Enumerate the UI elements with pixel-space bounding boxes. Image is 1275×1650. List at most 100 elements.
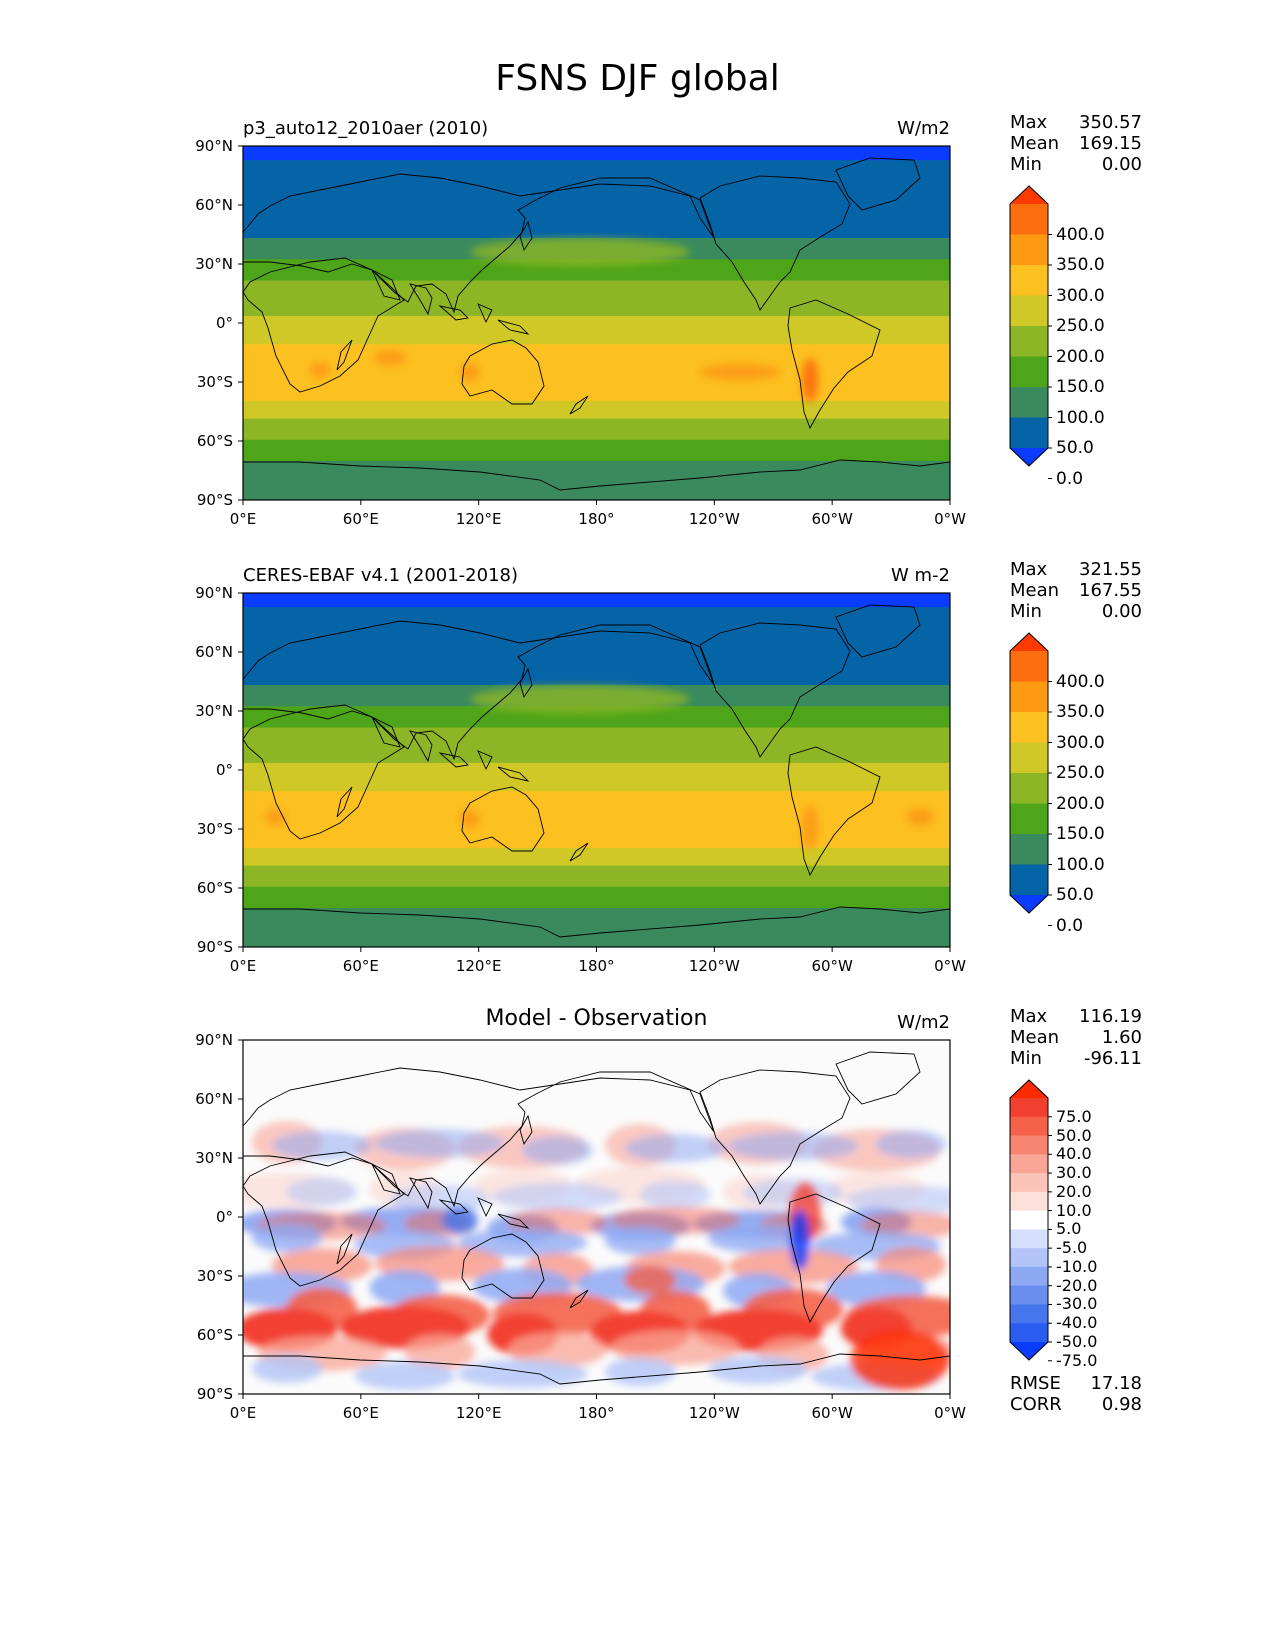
y-tick-label: 0° <box>215 761 233 779</box>
x-tick-label: 60°W <box>811 957 853 975</box>
map-panel-obs <box>238 592 1052 952</box>
stat-mean: Mean 167.55 <box>1010 580 1142 602</box>
colorbar-tick-label: 40.0 <box>1056 1144 1092 1164</box>
y-tick-label: 60°N <box>195 196 233 214</box>
x-tick-label: 0°E <box>229 957 257 975</box>
colorbar-tick-label: 150.0 <box>1056 824 1105 844</box>
y-tick-label: 90°N <box>195 1031 233 1049</box>
stat-min: Min 0.00 <box>1010 154 1142 176</box>
x-tick-label: 0°W <box>934 510 966 528</box>
stat-corr: CORR 0.98 <box>1010 1394 1142 1416</box>
y-tick-label: 30°S <box>196 373 233 391</box>
stat-label: Mean <box>1010 1027 1060 1048</box>
y-tick-label: 30°N <box>195 255 233 273</box>
colorbar-tick-label: 200.0 <box>1056 346 1105 367</box>
figure-title: FSNS DJF global <box>495 58 780 99</box>
y-tick-label: 60°S <box>196 1326 233 1344</box>
x-tick-label: 120°E <box>455 1404 502 1422</box>
y-tick-label: 90°S <box>196 491 233 509</box>
stat-max: Max 116.19 <box>1010 1006 1142 1028</box>
colorbar <box>1009 185 1052 479</box>
stat-label: RMSE <box>1010 1373 1061 1394</box>
stat-mean: Mean 1.60 <box>1010 1027 1142 1049</box>
y-tick-label: 90°N <box>195 137 233 155</box>
stat-max: Max 321.55 <box>1010 559 1142 581</box>
colorbar-tick-label: 150.0 <box>1056 377 1105 397</box>
map-panel-model <box>238 145 1052 505</box>
colorbar-tick-label: 300.0 <box>1056 285 1105 306</box>
stat-min: Min -96.11 <box>1010 1048 1142 1070</box>
y-tick-label: 30°S <box>196 820 233 838</box>
colorbar-tick-label: 300.0 <box>1056 732 1105 753</box>
x-tick-label: 180° <box>578 1404 615 1422</box>
map-panel-diff <box>238 1039 1052 1399</box>
panel-units: W/m2 <box>897 1012 950 1033</box>
stat-label: Min <box>1010 154 1042 175</box>
stat-rmse: RMSE 17.18 <box>1010 1373 1142 1395</box>
panel-units: W m-2 <box>890 565 950 586</box>
colorbar-tick-label: 50.0 <box>1056 885 1094 905</box>
colorbar-tick-label: 400.0 <box>1056 671 1105 692</box>
colorbar-tick-label: 20.0 <box>1056 1181 1092 1201</box>
colorbar-tick-label: 10.0 <box>1056 1200 1092 1220</box>
colorbar-tick-label: -75.0 <box>1056 1350 1098 1370</box>
colorbar-tick-label: 75.0 <box>1056 1106 1092 1126</box>
panel-left-title: CERES-EBAF v4.1 (2001-2018) <box>243 565 519 586</box>
y-tick-label: 30°N <box>195 1149 233 1167</box>
colorbar-tick-label: 50.0 <box>1056 438 1094 458</box>
colorbar-tick-label: -40.0 <box>1056 1313 1098 1333</box>
x-tick-label: 60°E <box>342 1404 379 1422</box>
x-tick-label: 60°E <box>342 957 379 975</box>
colorbar-tick-label: -10.0 <box>1056 1256 1098 1276</box>
x-tick-label: 120°E <box>455 510 502 528</box>
colorbar-tick-label: 5.0 <box>1056 1219 1082 1239</box>
y-tick-label: 60°N <box>195 1090 233 1108</box>
stat-value: 1.60 <box>1101 1027 1142 1048</box>
colorbar-tick-label: -30.0 <box>1056 1294 1098 1314</box>
stat-label: Min <box>1010 1048 1042 1069</box>
x-tick-label: 0°E <box>229 1404 257 1422</box>
y-tick-label: 60°S <box>196 432 233 450</box>
stat-value: 116.19 <box>1079 1006 1142 1027</box>
stat-label: Max <box>1010 559 1048 580</box>
stat-value: 0.00 <box>1101 154 1142 175</box>
x-tick-label: 180° <box>578 510 615 528</box>
colorbar-tick-label: 30.0 <box>1056 1163 1092 1183</box>
x-tick-label: 180° <box>578 957 615 975</box>
stat-value: 17.18 <box>1090 1373 1142 1394</box>
x-tick-label: 120°W <box>688 510 740 528</box>
stat-label: Mean <box>1010 133 1060 154</box>
colorbar-tick-label: 100.0 <box>1056 854 1105 875</box>
y-tick-label: 30°S <box>196 1267 233 1285</box>
colorbar <box>1009 1079 1052 1362</box>
y-tick-label: 90°N <box>195 584 233 602</box>
x-tick-label: 0°W <box>934 1404 966 1422</box>
colorbar-tick-label: 200.0 <box>1056 793 1105 814</box>
stat-value: 0.00 <box>1101 601 1142 622</box>
panel-center-title: Model - Observation <box>485 1006 708 1031</box>
colorbar <box>1009 632 1052 926</box>
x-tick-label: 120°W <box>688 957 740 975</box>
y-tick-label: 90°S <box>196 938 233 956</box>
y-tick-label: 90°S <box>196 1385 233 1403</box>
x-tick-label: 0°E <box>229 510 257 528</box>
colorbar-tick-label: 350.0 <box>1056 255 1105 275</box>
y-tick-label: 0° <box>215 1208 233 1226</box>
colorbar-tick-label: 250.0 <box>1056 763 1105 783</box>
stat-value: -96.11 <box>1083 1048 1142 1069</box>
stat-mean: Mean 169.15 <box>1010 133 1142 155</box>
colorbar-tick-label: 400.0 <box>1056 224 1105 245</box>
stat-label: Max <box>1010 112 1048 133</box>
colorbar-tick-label: -5.0 <box>1056 1238 1088 1258</box>
colorbar-tick-label: -20.0 <box>1056 1275 1098 1295</box>
colorbar-tick-label: -50.0 <box>1056 1332 1098 1351</box>
x-tick-label: 120°E <box>455 957 502 975</box>
stat-value: 350.57 <box>1079 112 1142 133</box>
stat-min: Min 0.00 <box>1010 601 1142 623</box>
colorbar-tick-label: 0.0 <box>1056 468 1084 489</box>
x-tick-label: 120°W <box>688 1404 740 1422</box>
stat-value: 169.15 <box>1079 133 1142 154</box>
colorbar-tick-label: 250.0 <box>1056 316 1105 336</box>
stat-label: Max <box>1010 1006 1048 1027</box>
